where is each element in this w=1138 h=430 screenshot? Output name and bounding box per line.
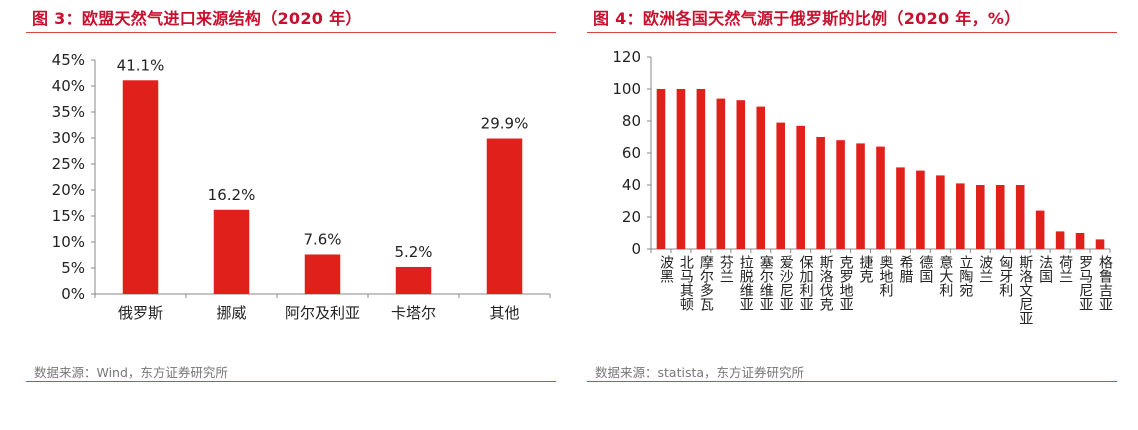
bar [995,185,1005,249]
figure-4-title: 图 4：欧洲各国天然气源于俄罗斯的比例（2020 年，%） [593,9,1021,28]
y-tick-label: 0% [61,285,85,303]
figure-4-source: 数据来源：statista，东方证券研究所 [595,365,805,380]
bar [1075,233,1085,249]
figure-3-top-rule [26,32,556,33]
x-category-label: 匈牙利 [997,255,1013,297]
bar [896,167,905,249]
bar [676,89,686,249]
bar [756,106,766,249]
x-category-label: 塞尔维亚 [758,254,774,311]
bar [975,185,985,249]
x-category-label: 意大利 [937,254,953,297]
bar [1055,231,1065,249]
figure-3-bar-chart: 0% 5% 10% 15% 20% 25% 30% 35% 40% 45% 41.1% 俄罗斯 16.2… [52,51,551,322]
x-category-label: 波黑 [658,255,674,284]
y-tick-label: 30% [52,129,85,147]
y-tick-label: 20% [52,181,85,199]
bar [816,137,825,249]
bar [122,80,159,294]
y-tick-label: 35% [52,103,85,121]
x-category-label: 其他 [489,304,519,322]
data-label: 41.1% [117,56,165,74]
x-category-label: 挪威 [216,304,246,322]
y-tick-label: 60 [622,144,641,162]
bar [936,175,945,249]
bar [796,125,805,249]
x-category-label: 德国 [917,255,933,283]
bar [213,209,250,294]
data-label: 29.9% [481,115,529,133]
y-tick-label: 40% [52,77,85,95]
x-category-label: 保加利亚 [798,255,814,311]
x-category-label: 拉脱维亚 [738,255,754,311]
figure-4-top-rule [587,32,1117,33]
x-category-label: 斯洛伐克 [818,255,834,312]
figure-3-title: 图 3：欧盟天然气进口来源结构（2020 年） [32,9,362,28]
y-tick-label: 80 [622,112,641,130]
bar [656,89,666,249]
figure-3-panel: 图 3：欧盟天然气进口来源结构（2020 年） 0% 5% 10% 15% 20% 25%… [26,0,556,400]
x-category-label: 芬兰 [718,255,734,283]
y-tick-label: 40 [622,176,641,194]
x-category-label: 卡塔尔 [391,304,436,322]
x-category-label: 捷克 [858,255,874,284]
bar [856,143,865,249]
figure-3-source: 数据来源：Wind，东方证券研究所 [34,365,228,380]
y-tick-label: 25% [52,155,85,173]
x-category-label: 北马其顿 [678,255,694,311]
figure-4-bar-chart: 0 20 40 60 80 100 120 波黑 北马其顿 摩尔多瓦 芬兰 拉脱维亚 塞尔维亚 爱沙尼亚保… [612,48,1113,325]
x-category-label: 爱沙尼亚 [778,255,794,311]
x-category-label: 希腊 [897,255,913,284]
y-tick-label: 20 [622,208,641,226]
y-tick-label: 45% [52,51,85,69]
x-category-label: 罗马尼亚 [1077,255,1093,311]
x-category-label: 法国 [1037,255,1053,283]
x-category-label: 斯洛文尼亚 [1017,255,1033,325]
bar [716,98,726,249]
bar [1035,210,1045,249]
y-tick-label: 10% [52,233,85,251]
x-category-label: 立陶宛 [957,255,973,298]
x-category-label: 阿尔及利亚 [285,304,360,322]
bar [1015,185,1025,249]
y-tick-label: 120 [612,48,641,66]
x-category-label: 克罗地亚 [838,255,854,311]
x-category-label: 摩尔多瓦 [698,254,714,312]
y-tick-label: 5% [61,259,85,277]
y-tick-label: 100 [612,80,641,98]
y-tick-label: 15% [52,207,85,225]
bar [1095,239,1105,249]
data-label: 5.2% [394,243,432,261]
figure-4-bottom-rule [587,381,1117,382]
bar [736,100,746,249]
bar [776,122,786,249]
bar [916,170,925,249]
bar [696,89,706,249]
figure-4-panel: 图 4：欧洲各国天然气源于俄罗斯的比例（2020 年，%） 0 20 40 60 80 1… [587,0,1117,400]
data-label: 16.2% [208,186,256,204]
x-category-label: 格鲁吉亚 [1097,255,1113,311]
bar [395,266,432,294]
y-tick-label: 0 [631,240,641,258]
x-category-label: 俄罗斯 [118,304,163,322]
bar [304,254,341,294]
bar [876,146,885,249]
bar [836,140,845,249]
data-label: 7.6% [303,230,341,248]
x-category-label: 波兰 [977,255,993,283]
bar [956,183,965,249]
x-category-label: 荷兰 [1057,255,1073,283]
x-category-label: 奥地利 [878,254,894,297]
figure-3-bottom-rule [26,381,556,382]
bar [486,138,523,294]
